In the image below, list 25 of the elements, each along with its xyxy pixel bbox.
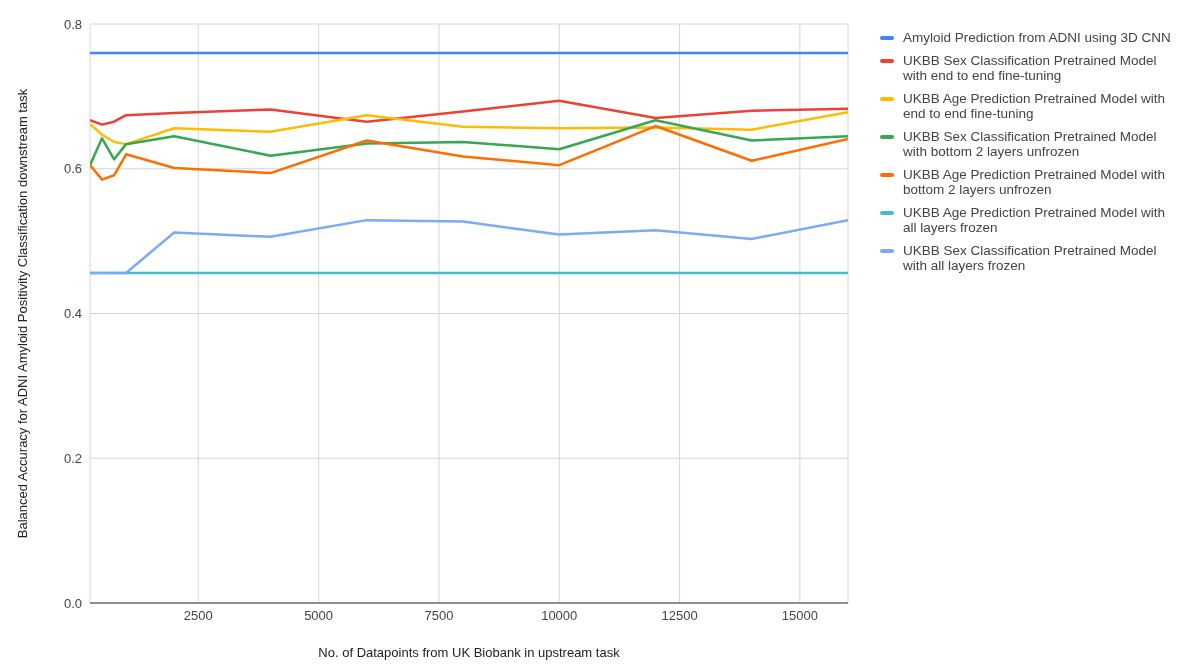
legend-label: UKBB Sex Classification Pretrained Model with end to end fine-tuning (903, 53, 1158, 83)
x-axis-title: No. of Datapoints from UK Biobank in upstream task (318, 645, 621, 660)
x-tick-label: 15000 (781, 608, 818, 624)
y-tick-label: 0.6 (63, 161, 82, 177)
y-tick-label: 0.4 (63, 306, 82, 322)
y-tick-label: 0.8 (63, 16, 82, 32)
line-series (90, 99, 848, 126)
line-series (90, 111, 848, 146)
line-series (90, 218, 848, 275)
x-tick-label: 12500 (661, 608, 698, 624)
x-tick-label: 2500 (183, 608, 213, 624)
line-series (90, 124, 848, 181)
legend-label: Amyloid Prediction from ADNI using 3D CNN (903, 30, 1171, 45)
x-tick-label: 5000 (304, 608, 334, 624)
legend-label: UKBB Age Prediction Pretrained Model with end to end fine-tuning (903, 91, 1166, 121)
legend-label: UKBB Sex Classification Pretrained Model with bottom 2 layers unfrozen (903, 129, 1158, 159)
y-axis-title: Balanced Accuracy for ADNI Amyloid Positivity Classification downstream task (14, 88, 30, 539)
legend-label: UKBB Sex Classification Pretrained Model with all layers frozen (903, 243, 1158, 273)
legend-label: UKBB Age Prediction Pretrained Model with bottom 2 layers unfrozen (903, 167, 1166, 197)
y-tick-label: 0.0 (63, 595, 82, 611)
x-tick-label: 7500 (424, 608, 454, 624)
line-series (90, 119, 848, 167)
legend-label: UKBB Age Prediction Pretrained Model with all layers frozen (903, 205, 1166, 235)
x-tick-label: 10000 (541, 608, 578, 624)
y-tick-label: 0.2 (63, 450, 82, 466)
